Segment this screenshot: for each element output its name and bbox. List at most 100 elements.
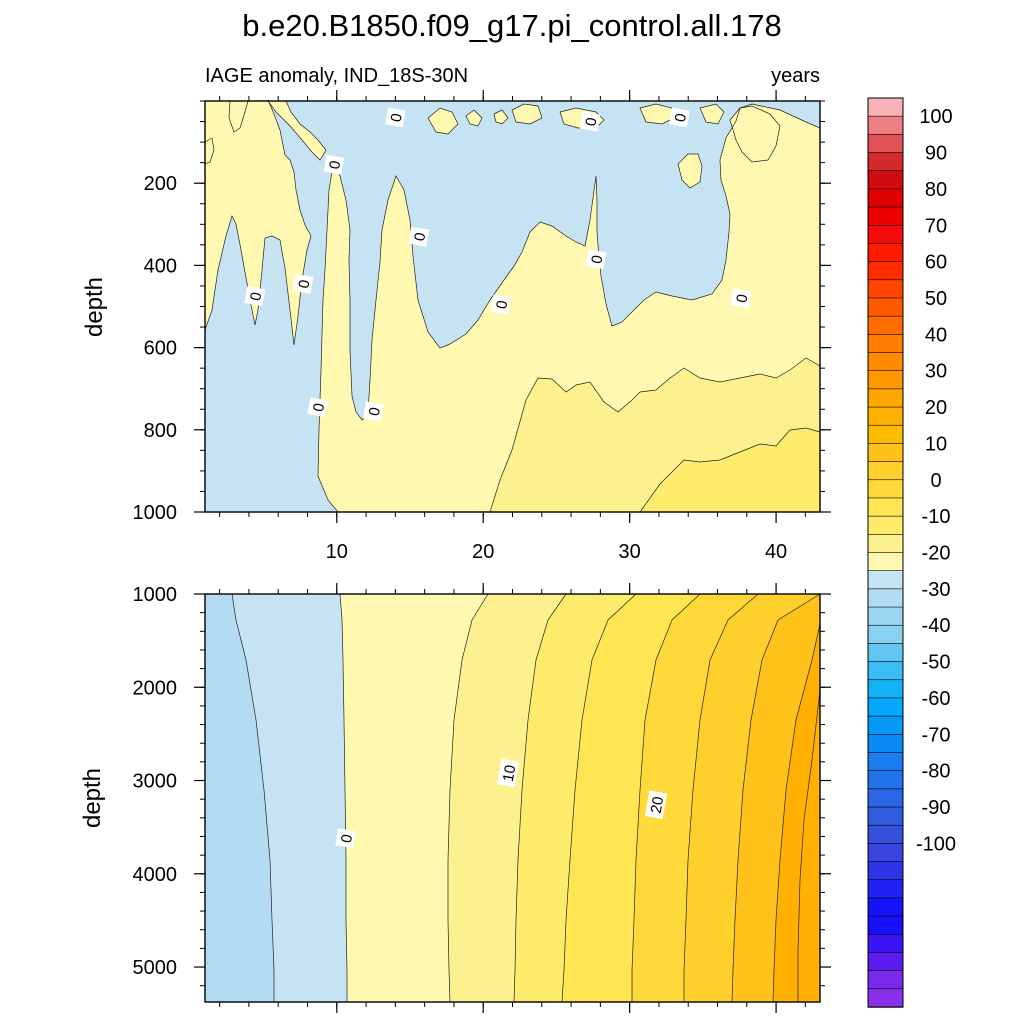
colorbar-swatch xyxy=(867,933,904,954)
colorbar-label: 20 xyxy=(925,397,947,419)
colorbar-swatch xyxy=(867,97,904,117)
colorbar-swatch xyxy=(867,443,904,463)
contour-line xyxy=(683,593,759,1002)
contour-label: 0 xyxy=(323,154,344,175)
colorbar-swatch xyxy=(867,297,904,317)
contour-line xyxy=(631,593,701,1002)
contour-line xyxy=(267,100,327,161)
y-tick-label: 3000 xyxy=(133,771,178,793)
contour-label-text: 10 xyxy=(500,764,520,783)
colorbar-swatch xyxy=(867,152,904,172)
contour-label: 10 xyxy=(496,758,520,788)
band-0-5-island xyxy=(428,108,458,134)
lower-depth-panel: 0 10 20 1000 2000 3000 4000 5000 depth xyxy=(79,583,831,1013)
contour-line xyxy=(465,109,483,127)
contour-label: 0 xyxy=(335,828,356,849)
band-0-5-island xyxy=(640,104,674,124)
colorbar-swatch xyxy=(867,715,904,735)
contour-label-text: 0 xyxy=(582,116,600,127)
colorbar: 1009080706050403020100-10-20-30-40-50-60… xyxy=(867,97,956,1008)
contour-label: 0 xyxy=(730,288,752,309)
colorbar-swatch xyxy=(867,461,904,481)
contour-label: 0 xyxy=(385,107,406,128)
contour-line xyxy=(677,153,703,189)
colorbar-label: 0 xyxy=(930,470,941,492)
contour-label-text: 0 xyxy=(411,231,429,242)
colorbar-swatch xyxy=(867,370,904,390)
contour-line xyxy=(513,593,567,1003)
contour-label-box xyxy=(669,107,690,128)
colorbar-label: -60 xyxy=(922,688,951,710)
colorbar-swatch xyxy=(867,552,904,572)
band-0-5-island xyxy=(229,101,248,132)
colorbar-label: 60 xyxy=(925,252,947,274)
colorbar-swatch xyxy=(867,697,904,717)
upper-contour-fills xyxy=(205,100,820,512)
colorbar-swatch xyxy=(867,188,904,208)
contour-label-text: 0 xyxy=(247,291,265,302)
colorbar-swatch xyxy=(867,334,904,354)
colorbar-swatch xyxy=(867,315,904,336)
y-tick-label: 5000 xyxy=(133,957,178,979)
colorbar-swatch xyxy=(867,497,904,517)
band-35-40 xyxy=(773,594,820,1002)
band-neg5-0 xyxy=(205,100,820,512)
upper-axes: 10 20 30 40 200 400 600 800 1000 xyxy=(133,90,831,563)
contour-label-text: 0 xyxy=(295,279,313,290)
contour-label: 0 xyxy=(363,401,384,422)
band-0-5-island xyxy=(512,104,542,124)
contour-line xyxy=(489,357,821,513)
colorbar-swatch xyxy=(867,388,904,408)
x-tick-label: 20 xyxy=(472,541,494,563)
colorbar-swatch xyxy=(867,115,904,136)
colorbar-swatch xyxy=(867,897,904,917)
colorbar-swatch xyxy=(867,861,904,881)
contour-line xyxy=(797,689,821,1002)
colorbar-swatch xyxy=(867,806,904,826)
colorbar-swatch xyxy=(867,261,904,281)
contour-line xyxy=(511,103,543,125)
y-tick-label: 2000 xyxy=(133,677,178,699)
colorbar-label: 70 xyxy=(925,215,947,237)
band-0-5-island xyxy=(678,154,702,188)
colorbar-swatch xyxy=(867,588,904,608)
colorbar-swatch xyxy=(867,661,904,681)
y-tick-label: 1000 xyxy=(133,584,178,606)
colorbar-swatch xyxy=(867,679,904,699)
left-string: IAGE anomaly, IND_18S-30N xyxy=(205,65,468,87)
colorbar-label: -20 xyxy=(922,543,951,565)
y-tick-label: 4000 xyxy=(133,864,178,886)
contour-label: 0 xyxy=(244,286,265,307)
colorbar-swatch xyxy=(867,970,904,990)
band-0-5-island xyxy=(730,106,780,162)
colorbar-swatch xyxy=(867,515,904,536)
lower-contour-labels: 0 10 20 xyxy=(335,758,667,849)
contour-label-text: 0 xyxy=(672,112,690,123)
colorbar-swatch xyxy=(867,352,904,372)
contour-label-box xyxy=(496,758,520,788)
contour-label-box xyxy=(363,401,384,422)
contour-label-box xyxy=(292,273,314,294)
contour-line xyxy=(731,593,822,1003)
colorbar-label: 100 xyxy=(919,106,952,128)
colorbar-swatch xyxy=(867,606,904,626)
colorbar-label: -80 xyxy=(922,761,951,783)
colorbar-swatch xyxy=(867,134,904,154)
colorbar-label: -10 xyxy=(922,506,951,528)
upper-depth-panel: 0 0 0 0 0 0 0 0 0 0 0 0 10 20 30 40 200 400 600 800 1000 de… xyxy=(81,90,831,563)
colorbar-swatch xyxy=(867,624,904,645)
colorbar-label: 10 xyxy=(925,433,947,455)
contour-line xyxy=(699,103,725,125)
colorbar-swatch xyxy=(867,952,904,972)
colorbar-swatch xyxy=(867,479,904,499)
contour-label: 0 xyxy=(408,226,430,247)
contour-label-box xyxy=(585,249,607,270)
contour-line xyxy=(729,105,781,163)
colorbar-swatch xyxy=(867,824,904,845)
contour-line xyxy=(231,593,275,1002)
colorbar-swatch xyxy=(867,424,904,445)
contour-label-box xyxy=(408,226,430,247)
colorbar-label: 40 xyxy=(925,324,947,346)
colorbar-swatch xyxy=(867,752,904,772)
